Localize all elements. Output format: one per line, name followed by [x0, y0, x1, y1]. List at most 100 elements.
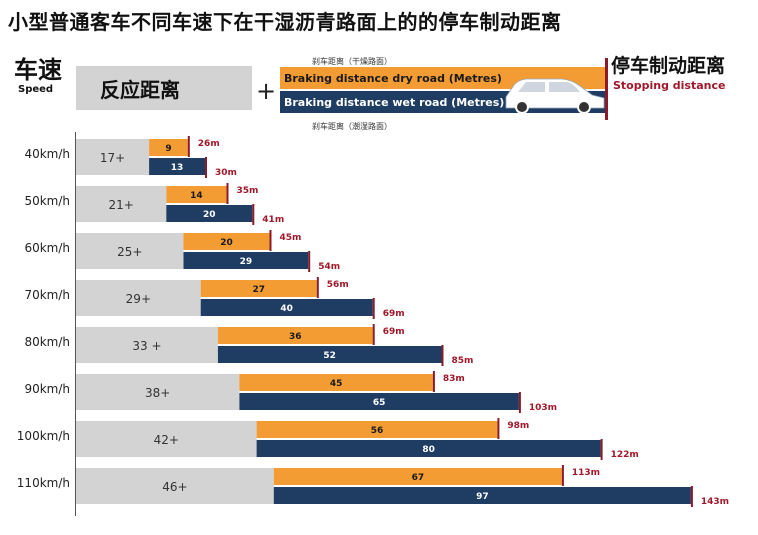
wet-value-label: 13	[171, 163, 184, 173]
y-tick-label: 40km/h	[24, 147, 70, 161]
wet-bar	[183, 252, 309, 269]
legend-reaction-box	[76, 66, 252, 110]
legend-dry-label: Braking distance dry road (Metres)	[284, 72, 502, 85]
reaction-value-label: 33 +	[132, 339, 161, 353]
reaction-bar	[76, 139, 150, 175]
dry-bar	[149, 139, 188, 156]
wet-bar	[200, 299, 373, 316]
dry-stop-marker	[561, 465, 564, 486]
wet-stop-marker	[308, 251, 311, 272]
dry-stop-marker	[497, 418, 500, 439]
reaction-bar	[76, 186, 167, 222]
dry-stop-label: 26m	[198, 139, 220, 149]
dry-stop-marker	[372, 324, 375, 345]
car-wheel-icon	[577, 100, 591, 114]
dry-value-label: 20	[220, 238, 233, 248]
dry-bar	[166, 186, 227, 203]
dry-value-label: 56	[371, 426, 384, 436]
dry-stop-marker	[316, 277, 319, 298]
wet-value-label: 65	[373, 398, 386, 408]
reaction-value-label: 25+	[117, 245, 142, 259]
dry-value-label: 45	[330, 379, 343, 389]
wet-value-label: 29	[240, 257, 253, 267]
dry-stop-label: 56m	[327, 280, 349, 290]
reaction-bar	[76, 280, 201, 316]
wet-stop-marker	[518, 392, 521, 413]
legend-plus: +	[256, 77, 276, 105]
legend-stop-marker	[605, 58, 608, 120]
wet-value-label: 80	[422, 445, 435, 455]
wet-value-label: 20	[203, 210, 216, 220]
wet-stop-label: 103m	[529, 403, 557, 413]
y-tick-label: 90km/h	[24, 382, 70, 396]
wet-value-label: 97	[476, 492, 489, 502]
wet-stop-label: 69m	[383, 309, 405, 319]
wet-stop-label: 41m	[262, 215, 284, 225]
dry-stop-marker	[226, 183, 229, 204]
wet-stop-label: 143m	[701, 497, 729, 507]
dry-stop-label: 83m	[443, 374, 465, 384]
legend-stop-cn: 停车制动距离	[611, 54, 725, 77]
dry-bar	[200, 280, 317, 297]
legend-dry-cn: 刹车距离（干燥路面）	[312, 56, 392, 66]
y-tick-label: 100km/h	[17, 429, 70, 443]
wet-stop-label: 54m	[318, 262, 340, 272]
car-wheel-icon	[515, 100, 529, 114]
legend-wet-label: Braking distance wet road (Metres)	[284, 96, 504, 109]
y-tick-label: 70km/h	[24, 288, 70, 302]
reaction-value-label: 38+	[145, 386, 170, 400]
wet-value-label: 40	[280, 304, 293, 314]
chart-title: 小型普通客车不同车速下在干湿沥青路面上的的停车制动距离	[8, 10, 562, 34]
reaction-value-label: 17+	[100, 151, 125, 165]
wet-value-label: 52	[323, 351, 336, 361]
dry-value-label: 67	[412, 473, 425, 483]
legend-stop-en: Stopping distance	[613, 79, 725, 92]
dry-bar	[183, 233, 270, 250]
dry-bar	[217, 327, 373, 344]
y-tick-label: 60km/h	[24, 241, 70, 255]
dry-bar	[239, 374, 433, 391]
dry-bar	[256, 421, 498, 438]
wet-stop-marker	[441, 345, 444, 366]
reaction-bar	[76, 327, 218, 363]
wet-bar	[273, 487, 691, 504]
dry-value-label: 27	[252, 285, 265, 295]
wet-stop-marker	[690, 486, 693, 507]
reaction-bar	[76, 374, 240, 410]
reaction-value-label: 21+	[108, 198, 133, 212]
dry-value-label: 36	[289, 332, 302, 342]
reaction-bar	[76, 421, 257, 457]
wet-stop-label: 30m	[215, 168, 237, 178]
wet-stop-marker	[600, 439, 603, 460]
legend-speed-cn: 车速	[14, 56, 62, 84]
legend-reaction-label: 反应距离	[100, 78, 180, 102]
dry-value-label: 9	[165, 144, 171, 154]
wet-bar	[239, 393, 519, 410]
legend-speed-en: Speed	[18, 84, 53, 95]
reaction-bar	[76, 233, 184, 269]
reaction-value-label: 29+	[126, 292, 151, 306]
wet-bar	[149, 158, 205, 175]
wet-stop-label: 85m	[452, 356, 474, 366]
dry-stop-label: 45m	[280, 233, 302, 243]
dry-stop-label: 69m	[383, 327, 405, 337]
reaction-bar	[76, 468, 274, 504]
wet-bar	[166, 205, 253, 222]
y-tick-label: 50km/h	[24, 194, 70, 208]
wet-stop-marker	[372, 298, 375, 319]
wet-stop-marker	[205, 157, 207, 178]
dry-stop-label: 98m	[507, 421, 529, 431]
wet-bar	[217, 346, 442, 363]
wet-stop-marker	[252, 204, 255, 225]
dry-stop-label: 35m	[237, 186, 259, 196]
dry-stop-marker	[269, 230, 272, 251]
car-window-icon	[518, 82, 580, 92]
dry-stop-marker	[432, 371, 435, 392]
reaction-value-label: 42+	[154, 433, 179, 447]
y-tick-label: 110km/h	[17, 476, 70, 490]
legend-wet-cn: 刹车距离（潮湿路面）	[312, 121, 392, 131]
dry-stop-marker	[187, 136, 190, 157]
y-tick-label: 80km/h	[24, 335, 70, 349]
reaction-value-label: 46+	[162, 480, 187, 494]
